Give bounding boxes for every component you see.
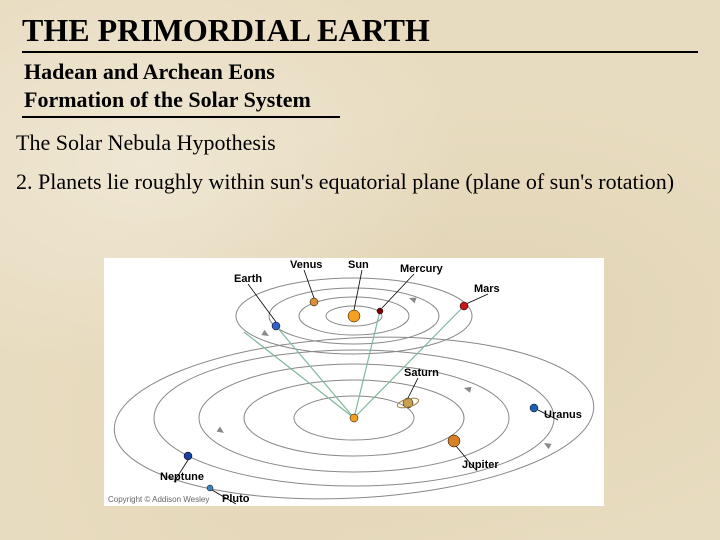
subtitle-underline	[22, 116, 340, 118]
subtitle-line-2: Formation of the Solar System	[0, 85, 720, 113]
copyright-text: Copyright © Addison Wesley	[108, 495, 209, 504]
planet-label-sun: Sun	[348, 259, 369, 271]
planet-label-neptune: Neptune	[160, 471, 204, 483]
orbital-diagram: Sun Mercury Venus Earth Mars Saturn Jupiter Ura…	[104, 258, 604, 506]
subtitle-line-1: Hadean and Archean Eons	[0, 57, 720, 85]
planet-label-saturn: Saturn	[404, 367, 439, 379]
planet-label-pluto: Pluto	[222, 493, 250, 505]
title-underline	[22, 51, 698, 53]
planet-label-earth: Earth	[234, 273, 262, 285]
section-heading: The Solar Nebula Hypothesis	[0, 124, 720, 160]
body-text: 2. Planets lie roughly within sun's equa…	[0, 160, 720, 196]
planet-label-mercury: Mercury	[400, 263, 444, 275]
page-title: THE PRIMORDIAL EARTH	[0, 0, 720, 51]
planet-label-uranus: Uranus	[544, 409, 582, 421]
planet-label-venus: Venus	[290, 259, 322, 271]
planet-label-mars: Mars	[474, 283, 500, 295]
planet-label-jupiter: Jupiter	[462, 459, 499, 471]
